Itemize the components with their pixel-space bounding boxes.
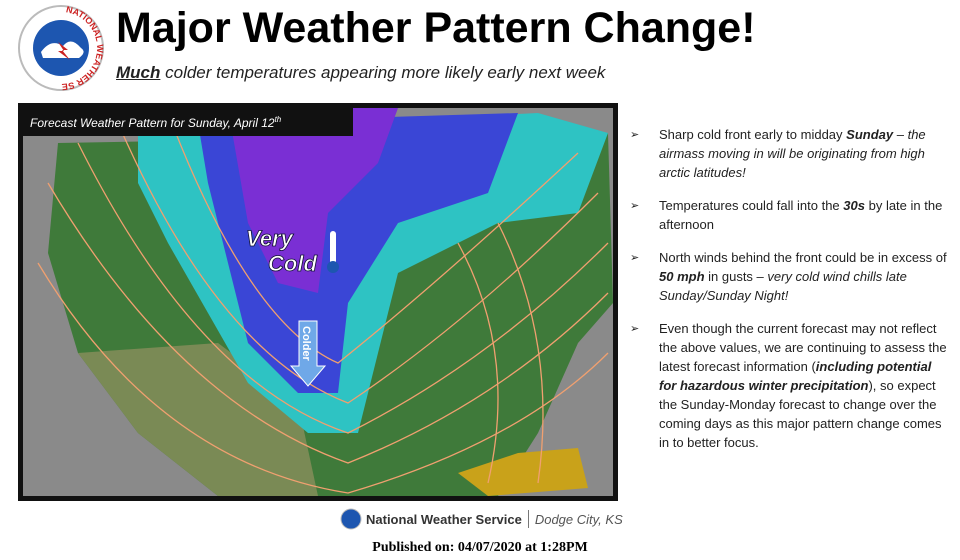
- label-very: Very: [246, 226, 295, 251]
- map-caption-suffix: th: [275, 115, 282, 124]
- bullet-text: –: [893, 127, 908, 142]
- bullet-text: in gusts –: [704, 269, 768, 284]
- bullet-text: Temperatures could fall into the: [659, 198, 844, 213]
- bullet-text: including potential for hazardous winter…: [659, 359, 932, 393]
- bullet-text: Even though the current forecast may not…: [659, 321, 947, 374]
- contours: [37, 112, 609, 494]
- label-cold: Cold: [268, 251, 317, 276]
- footer: National Weather Service Dodge City, KS: [340, 508, 623, 530]
- footer-agency: National Weather Service: [366, 511, 522, 527]
- nws-logo: NATIONAL WEATHER SERVICE: [8, 0, 105, 92]
- map-caption: Forecast Weather Pattern for Sunday, Apr…: [30, 115, 282, 130]
- forecast-map: Forecast Weather Pattern for Sunday, Apr…: [18, 103, 618, 501]
- bullet-text: very cold wind chills late Sunday/Sunday…: [659, 269, 907, 303]
- bullet-text: by late in the afternoon: [659, 198, 943, 232]
- bullet: Temperatures could fall into the 30s by …: [630, 196, 950, 234]
- subtitle-text: colder temperatures appearing more likel…: [160, 63, 606, 82]
- bullet: North winds behind the front could be in…: [630, 248, 950, 305]
- bullet-text: North winds behind the front could be in…: [659, 250, 947, 265]
- bullet-text: Sunday: [846, 127, 894, 142]
- subtitle: Much colder temperatures appearing more …: [116, 63, 605, 83]
- bullet-text: the airmass moving in will be originatin…: [659, 127, 926, 180]
- bullet: Sharp cold front early to midday Sunday …: [630, 125, 950, 182]
- footer-logo: [340, 508, 362, 530]
- footer-office: Dodge City, KS: [534, 511, 623, 527]
- published: Published on: 04/07/2020 at 1:28PM: [372, 540, 588, 555]
- bullet: Even though the current forecast may not…: [630, 319, 950, 452]
- label-colder: Colder: [300, 326, 312, 362]
- title: Major Weather Pattern Change!: [116, 4, 756, 52]
- subtitle-emphasis: Much: [116, 63, 161, 82]
- bullet-text: Sharp cold front early to midday: [659, 127, 847, 142]
- footer-divider: [527, 510, 529, 528]
- map-caption-text: Forecast Weather Pattern for Sunday, Apr…: [30, 116, 275, 130]
- bullet-text: 50 mph: [659, 269, 705, 284]
- bullet-list: Sharp cold front early to midday Sunday …: [630, 125, 950, 466]
- bullet-text: 30s: [843, 198, 865, 213]
- bullet-text: ), so expect the Sunday-Monday forecast …: [659, 378, 942, 450]
